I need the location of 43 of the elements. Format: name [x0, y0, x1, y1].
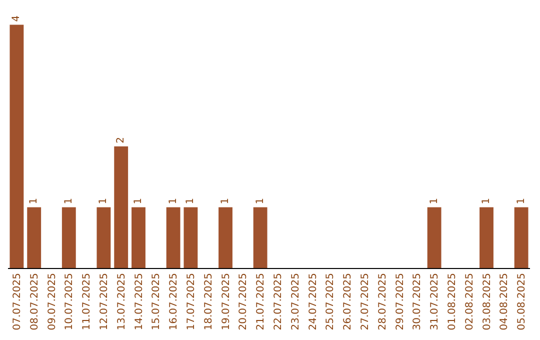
- x-tick-label: 26.07.2025: [342, 273, 354, 330]
- x-tick-label: 24.07.2025: [308, 273, 319, 330]
- x-tick-label: 28.07.2025: [377, 273, 388, 330]
- data-label: 1: [428, 198, 440, 204]
- x-tick-label: 01.08.2025: [446, 273, 458, 330]
- x-tick-label: 18.07.2025: [203, 273, 214, 330]
- data-label: 1: [133, 198, 144, 204]
- x-tick-label: 17.07.2025: [186, 273, 197, 330]
- data-label: 1: [28, 198, 40, 204]
- data-label: 4: [11, 15, 22, 22]
- x-tick-label: 20.07.2025: [238, 273, 250, 330]
- x-tick-label: 08.07.2025: [29, 273, 40, 330]
- data-label: 1: [63, 198, 74, 204]
- x-tick-label: 07.07.2025: [12, 273, 23, 330]
- data-label: 1: [185, 198, 196, 204]
- x-tick-label: 04.08.2025: [499, 273, 510, 330]
- x-tick-label: 13.07.2025: [116, 273, 128, 330]
- x-tick-label: 29.07.2025: [394, 273, 406, 330]
- x-tick-label: 15.07.2025: [151, 273, 162, 330]
- x-tick-label: 09.07.2025: [46, 273, 58, 330]
- x-tick-label: 03.08.2025: [482, 273, 493, 330]
- x-tick-label: 16.07.2025: [168, 273, 180, 330]
- x-tick-label: 21.07.2025: [256, 273, 267, 330]
- x-tick-label: 14.07.2025: [134, 273, 145, 330]
- x-tick-label: 27.07.2025: [360, 273, 371, 330]
- data-label: 1: [516, 198, 527, 204]
- data-label: 1: [254, 198, 266, 204]
- data-label: 1: [98, 198, 110, 204]
- x-tick-label: 11.07.2025: [82, 273, 93, 330]
- x-tick-label: 12.07.2025: [98, 273, 110, 330]
- x-tick-label: 02.08.2025: [464, 273, 476, 330]
- x-tick-label: 10.07.2025: [64, 273, 76, 330]
- x-tick-label: 31.07.2025: [430, 273, 441, 330]
- data-label: 1: [481, 198, 492, 204]
- x-tick-label: 05.08.2025: [516, 273, 528, 330]
- x-tick-label: 23.07.2025: [290, 273, 302, 330]
- x-tick-label: 22.07.2025: [272, 273, 284, 330]
- x-tick-label: 25.07.2025: [325, 273, 336, 330]
- x-tick-label: 19.07.2025: [220, 273, 232, 330]
- data-label: 1: [168, 198, 179, 204]
- data-label: 1: [220, 198, 231, 204]
- data-label: 2: [116, 137, 127, 144]
- x-tick-label: 30.07.2025: [412, 273, 424, 330]
